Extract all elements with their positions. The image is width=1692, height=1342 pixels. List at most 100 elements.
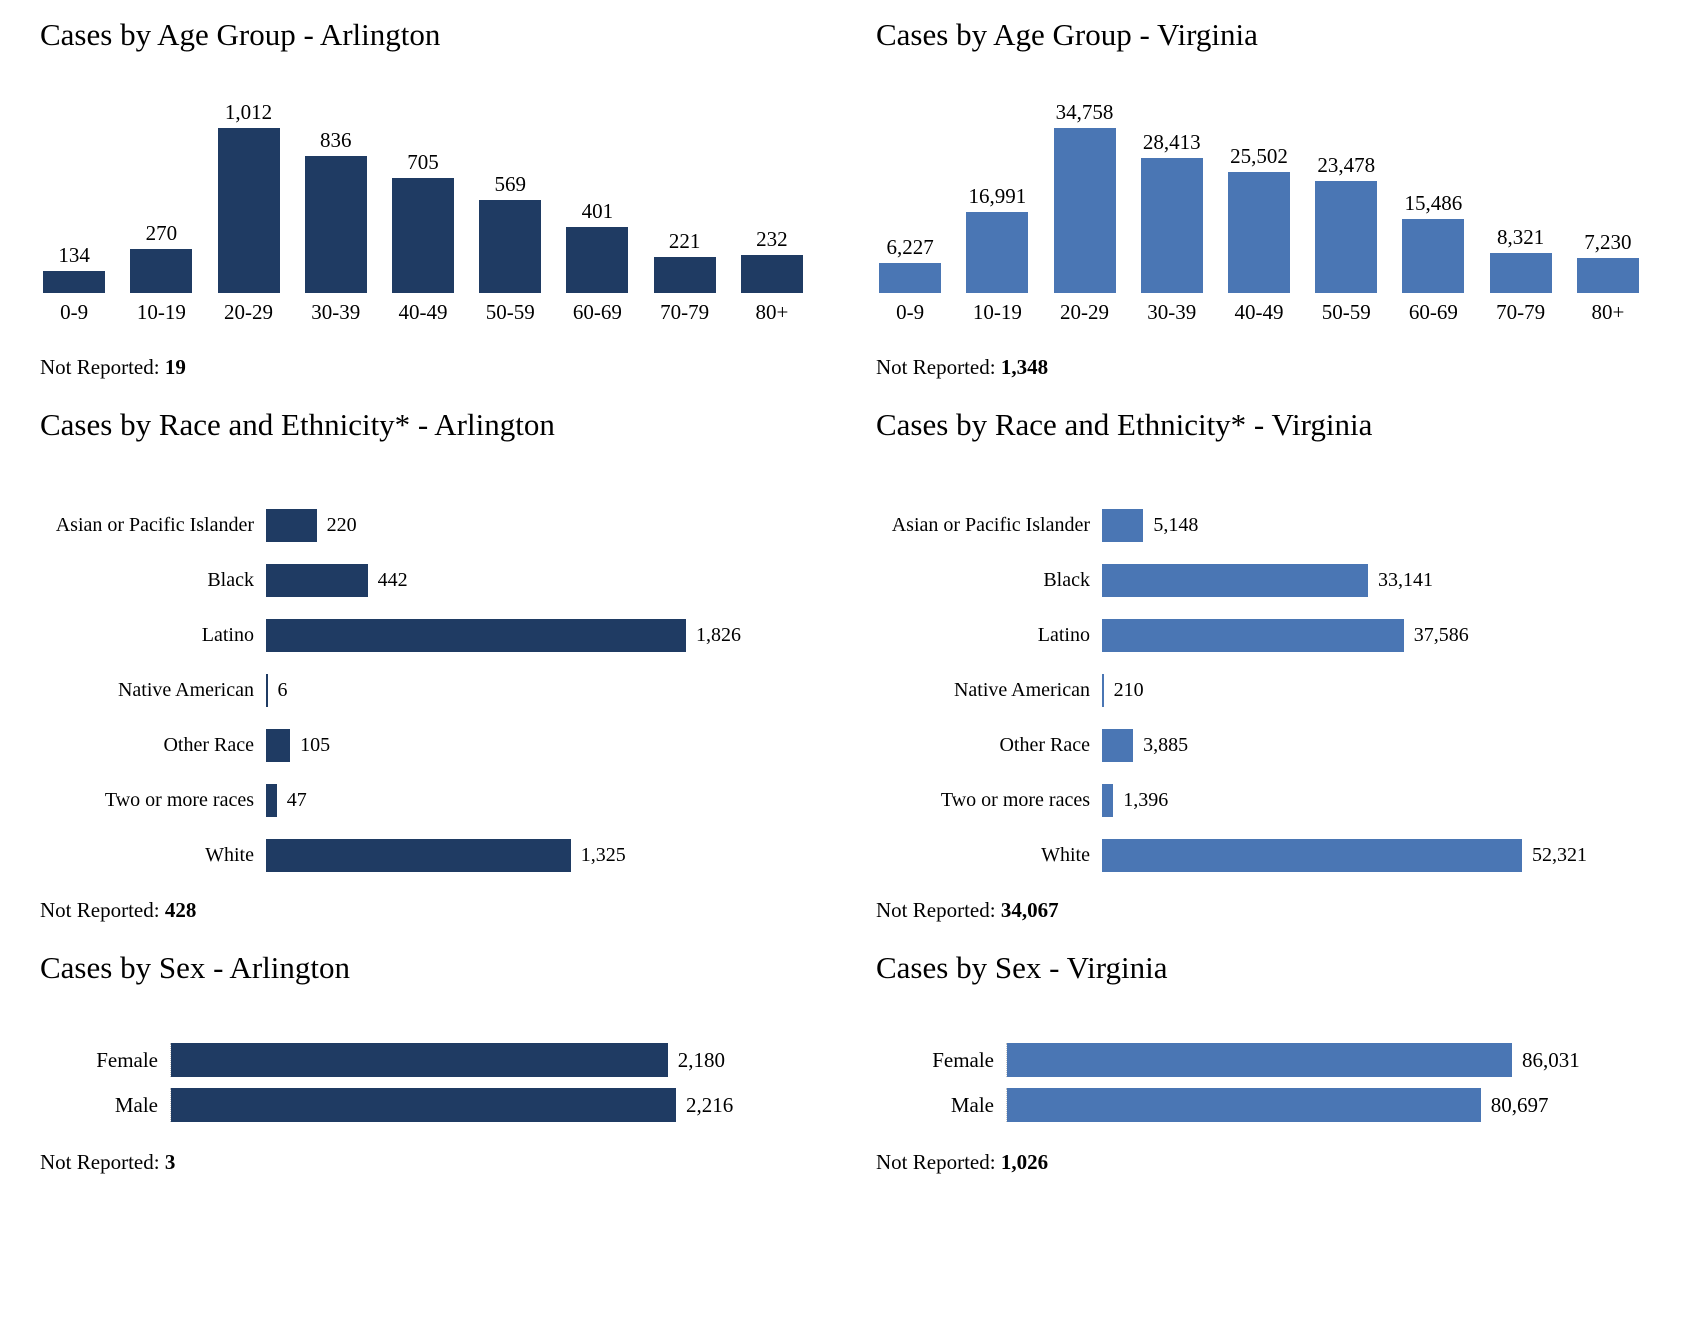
bar-value-label: 134: [58, 242, 90, 267]
not-reported-label: Not Reported:: [876, 897, 996, 922]
bar-row: Female 86,031: [876, 1043, 1648, 1078]
bar-group: 23,478 50-59: [1312, 97, 1380, 325]
bar-value-label: 16,991: [968, 184, 1027, 208]
bar[interactable]: [1102, 618, 1404, 652]
axis-category-label: 40-49: [398, 299, 448, 324]
not-reported-note: Not Reported: 34,067: [876, 898, 1648, 923]
bar-value-label: 210: [1113, 678, 1144, 701]
not-reported-label: Not Reported:: [876, 354, 996, 379]
bar-row: Asian or Pacific Islander 220: [40, 508, 812, 542]
bar[interactable]: [1102, 838, 1522, 872]
category-label: White: [1041, 843, 1090, 866]
bar[interactable]: [1402, 219, 1465, 293]
bar[interactable]: [266, 838, 571, 872]
chart-title-race-virginia: Cases by Race and Ethnicity* - Virginia: [876, 406, 1373, 442]
bar[interactable]: [879, 263, 942, 293]
bar[interactable]: [266, 508, 317, 542]
bar-value-label: 34,758: [1055, 99, 1114, 124]
bar[interactable]: [1227, 171, 1290, 293]
bar[interactable]: [391, 177, 454, 293]
category-label: Two or more races: [104, 788, 254, 811]
bar[interactable]: [266, 618, 686, 652]
bar[interactable]: [304, 156, 367, 293]
axis-category-label: 20-29: [1060, 299, 1110, 324]
bar-group: 569 50-59: [476, 97, 544, 325]
category-label: White: [205, 843, 254, 866]
bar[interactable]: [217, 127, 280, 293]
bar-row: Female 2,180: [40, 1043, 812, 1078]
axis-category-label: 10-19: [972, 299, 1022, 324]
bar-group: 34,758 20-29: [1050, 97, 1118, 325]
bar[interactable]: [266, 563, 368, 597]
bar-group: 401 60-69: [563, 97, 631, 325]
category-label: Two or more races: [940, 788, 1090, 811]
bar-row: Other Race 3,885: [876, 728, 1648, 762]
axis-category-label: 50-59: [485, 299, 535, 324]
bar-row: White 1,325: [40, 838, 812, 872]
axis-category-label: 70-79: [1496, 299, 1546, 324]
bar[interactable]: [566, 227, 629, 293]
bar[interactable]: [130, 248, 193, 293]
bar-value-label: 25,502: [1230, 143, 1288, 168]
bar-row: Male 80,697: [876, 1088, 1648, 1123]
bar[interactable]: [266, 673, 268, 707]
chart-title-race-arlington: Cases by Race and Ethnicity* - Arlington: [40, 406, 555, 442]
category-label: Black: [1043, 568, 1090, 591]
not-reported-note: Not Reported: 1,348: [876, 355, 1648, 380]
axis-category-label: 50-59: [1321, 299, 1371, 324]
category-label: Latino: [1037, 623, 1090, 646]
bar-value-label: 86,031: [1522, 1047, 1580, 1072]
sex-chart-virginia: Female 86,031 Male 80,697: [876, 1043, 1648, 1123]
bar[interactable]: [1315, 181, 1378, 293]
not-reported-note: Not Reported: 1,026: [876, 1150, 1648, 1175]
bar[interactable]: [1102, 783, 1114, 817]
bar-value-label: 220: [326, 513, 357, 536]
bar[interactable]: [1102, 728, 1134, 762]
bar-row: Two or more races 47: [40, 783, 812, 817]
bar[interactable]: [266, 783, 277, 817]
bar[interactable]: [171, 1043, 668, 1078]
category-label: Asian or Pacific Islander: [55, 513, 254, 536]
not-reported-label: Not Reported:: [40, 1150, 160, 1175]
category-label: Female: [932, 1047, 994, 1072]
chart-title-age-arlington: Cases by Age Group - Arlington: [40, 17, 441, 52]
bar-value-label: 569: [494, 171, 526, 196]
not-reported-value: 19: [164, 354, 186, 379]
bar[interactable]: [43, 270, 106, 293]
axis-category-label: 0-9: [896, 299, 925, 324]
category-label: Native American: [117, 678, 254, 701]
bar[interactable]: [1102, 673, 1104, 707]
bar-value-label: 47: [286, 788, 307, 811]
bar-row: Other Race 105: [40, 728, 812, 762]
bar[interactable]: [1576, 258, 1639, 293]
bar[interactable]: [1140, 157, 1203, 293]
bar[interactable]: [171, 1088, 676, 1123]
bar[interactable]: [1489, 253, 1552, 293]
bar-row: White 52,321: [876, 838, 1648, 872]
bar-value-label: 7,230: [1584, 230, 1632, 255]
race-ethnicity-chart-virginia: Asian or Pacific Islander 5,148 Black 33,14…: [876, 508, 1648, 872]
bar[interactable]: [966, 212, 1029, 293]
bar-value-label: 221: [668, 228, 701, 253]
bar[interactable]: [653, 256, 716, 293]
bar-value-label: 28,413: [1142, 129, 1201, 154]
bar[interactable]: [740, 254, 803, 293]
not-reported-label: Not Reported:: [40, 897, 160, 922]
bar-value-label: 705: [407, 149, 439, 174]
bar[interactable]: [1007, 1088, 1481, 1123]
axis-category-label: 40-49: [1234, 299, 1284, 324]
bar[interactable]: [1102, 563, 1369, 597]
bar[interactable]: [1102, 508, 1144, 542]
bar-group: 6,227 0-9: [876, 97, 944, 325]
bar[interactable]: [479, 199, 542, 293]
bar-group: 25,502 40-49: [1225, 97, 1293, 325]
bar-value-label: 1,826: [696, 623, 741, 646]
bar[interactable]: [1053, 127, 1116, 293]
bar-value-label: 15,486: [1404, 191, 1463, 216]
bar-row: Latino 37,586: [876, 618, 1648, 652]
category-label: Asian or Pacific Islander: [891, 513, 1090, 536]
bar[interactable]: [1007, 1043, 1512, 1078]
bar-value-label: 836: [320, 128, 352, 153]
bar[interactable]: [266, 728, 291, 762]
not-reported-value: 1,348: [1000, 354, 1049, 379]
